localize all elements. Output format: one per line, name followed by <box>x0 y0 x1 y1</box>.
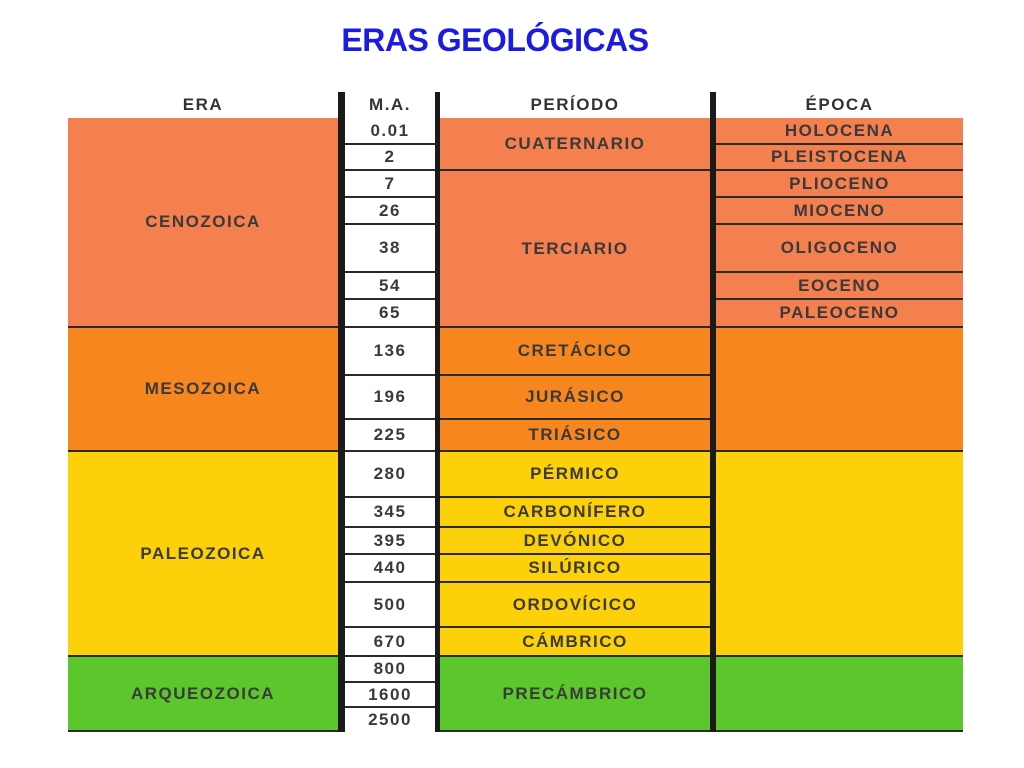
epoch-blank <box>716 452 963 657</box>
column-header: PERÍODO <box>530 95 620 114</box>
ma-cell: 2 <box>345 145 435 171</box>
ma-cell: 38 <box>345 225 435 273</box>
column-header: ÉPOCA <box>805 95 874 114</box>
period-cell: PRECÁMBRICO <box>440 657 710 732</box>
ma-cell: 0.01 <box>345 118 435 145</box>
period-cell: TERCIARIO <box>440 171 710 328</box>
epoch-cell: MIOCENO <box>716 198 963 225</box>
ma-cell: 280 <box>345 452 435 498</box>
ma-cell: 395 <box>345 528 435 555</box>
ma-cell: 1600 <box>345 683 435 708</box>
ma-cell: 670 <box>345 628 435 657</box>
ma-cell: 136 <box>345 328 435 376</box>
era-cell: CENOZOICA <box>68 118 338 328</box>
column-divider <box>710 92 716 732</box>
period-cell: DEVÓNICO <box>440 528 710 555</box>
column-divider <box>338 92 345 732</box>
ma-cell: 800 <box>345 657 435 683</box>
period-cell: CRETÁCICO <box>440 328 710 376</box>
epoch-cell: HOLOCENA <box>716 118 963 145</box>
column-header: M.A. <box>369 95 411 114</box>
era-cell: PALEOZOICA <box>68 452 338 657</box>
epoch-cell: EOCENO <box>716 273 963 300</box>
epoch-cell: OLIGOCENO <box>716 225 963 273</box>
epoch-cell: PLIOCENO <box>716 171 963 198</box>
ma-cell: 345 <box>345 498 435 528</box>
column-header: ERA <box>182 95 224 114</box>
ma-cell: 440 <box>345 555 435 583</box>
ma-cell: 7 <box>345 171 435 198</box>
ma-cell: 54 <box>345 273 435 300</box>
period-cell: PÉRMICO <box>440 452 710 498</box>
ma-cell: 65 <box>345 300 435 328</box>
period-cell: CARBONÍFERO <box>440 498 710 528</box>
era-cell: ARQUEOZOICA <box>68 657 338 732</box>
ma-cell: 225 <box>345 420 435 452</box>
title: ERAS GEOLÓGICAS <box>341 22 649 58</box>
epoch-cell: PALEOCENO <box>716 300 963 328</box>
ma-cell: 2500 <box>345 708 435 732</box>
ma-cell: 26 <box>345 198 435 225</box>
ma-cell: 500 <box>345 583 435 628</box>
epoch-blank <box>716 328 963 452</box>
epoch-cell: PLEISTOCENA <box>716 145 963 171</box>
period-cell: JURÁSICO <box>440 376 710 420</box>
era-cell: MESOZOICA <box>68 328 338 452</box>
ma-cell: 196 <box>345 376 435 420</box>
period-cell: TRIÁSICO <box>440 420 710 452</box>
period-cell: CUATERNARIO <box>440 118 710 171</box>
period-cell: CÁMBRICO <box>440 628 710 657</box>
epoch-blank <box>716 657 963 732</box>
period-cell: SILÚRICO <box>440 555 710 583</box>
period-cell: ORDOVÍCICO <box>440 583 710 628</box>
column-divider <box>435 92 440 732</box>
